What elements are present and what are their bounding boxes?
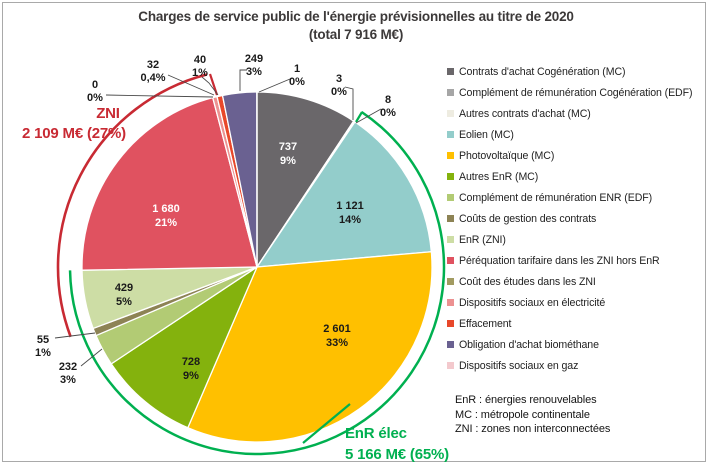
legend: Contrats d'achat Cogénération (MC) Complé… [447, 61, 703, 376]
legend-item-8: EnR (ZNI) [447, 229, 703, 250]
legend-swatch-icon [447, 341, 454, 348]
legend-item-7: Coûts de gestion des contrats [447, 208, 703, 229]
legend-item-label: Autres EnR (MC) [459, 170, 539, 183]
legend-swatch-icon [447, 194, 454, 201]
legend-item-1: Complément de rémunération Cogénération … [447, 82, 703, 103]
group-label-1-name: EnR élec [345, 425, 407, 442]
leader-line-6 [80, 348, 103, 367]
legend-item-12: Effacement [447, 313, 703, 334]
leader-line-11 [167, 74, 215, 96]
legend-footnotes: EnR : énergies renouvelables MC : métropo… [455, 393, 610, 437]
legend-item-label: Complément de rémunération ENR (EDF) [459, 191, 653, 204]
legend-item-label: Photovoltaïque (MC) [459, 149, 555, 162]
legend-item-13: Obligation d'achat biométhane [447, 334, 703, 355]
group-arc-tick-1-1 [302, 403, 351, 444]
legend-swatch-icon [447, 215, 454, 222]
legend-swatch-icon [447, 362, 454, 369]
legend-item-label: Contrats d'achat Cogénération (MC) [459, 65, 626, 78]
legend-item-3: Eolien (MC) [447, 124, 703, 145]
footnote-line-2: ZNI : zones non interconnectées [455, 423, 611, 435]
slice-label-14: 1 0% [289, 63, 305, 88]
legend-item-label: Autres contrats d'achat (MC) [459, 107, 591, 120]
legend-swatch-icon [447, 278, 454, 285]
slice-label-9: 1 680 21% [152, 203, 180, 229]
legend-item-label: Eolien (MC) [459, 128, 514, 141]
legend-swatch-icon [447, 320, 454, 327]
legend-swatch-icon [447, 110, 454, 117]
legend-item-14: Dispositifs sociaux en gaz [447, 355, 703, 376]
slice-label-1: 3 0% [331, 73, 347, 98]
legend-swatch-icon [447, 89, 454, 96]
slice-label-7: 55 1% [35, 334, 51, 359]
slice-label-3: 1 121 14% [336, 200, 364, 226]
leader-line-12 [201, 76, 219, 96]
legend-item-4: Photovoltaïque (MC) [447, 145, 703, 166]
legend-item-label: Effacement [459, 317, 512, 330]
leader-line-13 [239, 69, 247, 91]
chart-title-line1: Charges de service public de l'énergie p… [138, 9, 574, 24]
slice-label-11: 32 0,4% [140, 59, 165, 84]
legend-swatch-icon [447, 173, 454, 180]
leader-line-10 [105, 94, 214, 98]
footnote-line-1: MC : métropole continentale [455, 408, 590, 421]
legend-item-label: Dispositifs sociaux en gaz [459, 359, 579, 372]
legend-swatch-icon [447, 68, 454, 75]
legend-swatch-icon [447, 236, 454, 243]
slice-label-4: 2 601 33% [323, 323, 351, 349]
leader-line-7 [54, 332, 96, 339]
slice-label-10: 0 0% [87, 79, 103, 104]
slice-label-8: 429 5% [115, 282, 133, 308]
legend-item-10: Coût des études dans les ZNI [447, 271, 703, 292]
legend-item-label: Coût des études dans les ZNI [459, 275, 596, 288]
slice-label-5: 728 9% [182, 356, 200, 382]
legend-item-label: Coûts de gestion des contrats [459, 212, 597, 225]
group-label-0-value: 2 109 M€ (27%) [22, 125, 126, 142]
leader-line-1 [344, 86, 354, 120]
legend-swatch-icon [447, 299, 454, 306]
legend-item-label: Obligation d'achat biométhane [459, 338, 599, 351]
chart-title: Charges de service public de l'énergie p… [0, 8, 712, 44]
leader-line-14 [258, 78, 291, 93]
legend-item-label: Péréquation tarifaire dans les ZNI hors … [459, 254, 660, 267]
slice-label-12: 40 1% [192, 54, 208, 79]
group-label-1-value: 5 166 M€ (65%) [345, 446, 449, 463]
legend-item-label: EnR (ZNI) [459, 233, 506, 246]
chart-title-line2: (total 7 916 M€) [308, 27, 404, 43]
slice-label-13: 249 3% [245, 53, 263, 78]
slice-label-6: 232 3% [59, 361, 77, 386]
pie-slice-4 [187, 251, 433, 443]
legend-swatch-icon [447, 152, 454, 159]
slice-label-2: 8 0% [380, 94, 396, 119]
legend-item-6: Complément de rémunération ENR (EDF) [447, 187, 703, 208]
group-label-0-name: ZNI [96, 105, 120, 122]
leader-line-2 [355, 108, 382, 124]
legend-item-label: Dispositifs sociaux en électricité [459, 296, 606, 309]
legend-item-9: Péréquation tarifaire dans les ZNI hors … [447, 250, 703, 271]
legend-item-11: Dispositifs sociaux en électricité [447, 292, 703, 313]
pie-slice-3 [256, 121, 432, 268]
pie-slice-5 [110, 266, 258, 429]
group-arc-tick-1-0 [355, 111, 363, 123]
pie-slice-9 [81, 97, 258, 271]
legend-swatch-icon [447, 257, 454, 264]
legend-item-2: Autres contrats d'achat (MC) [447, 103, 703, 124]
pie-slice-0 [256, 91, 355, 268]
legend-item-label: Complément de rémunération Cogénération … [459, 86, 693, 99]
group-arc-0 [56, 73, 208, 338]
footnote-line-0: EnR : énergies renouvelables [455, 394, 597, 406]
slice-label-0: 737 9% [279, 141, 297, 167]
legend-item-5: Autres EnR (MC) [447, 166, 703, 187]
legend-swatch-icon [447, 131, 454, 138]
group-arc-1 [68, 110, 446, 456]
legend-item-0: Contrats d'achat Cogénération (MC) [447, 61, 703, 82]
